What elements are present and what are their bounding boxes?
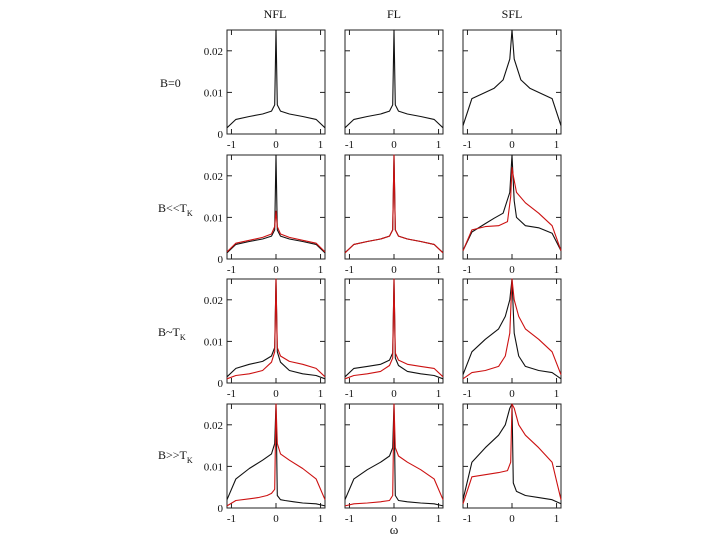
x-tick-label: 0 [509,513,515,525]
panel-r2-c2: -1 0 1 [462,278,562,400]
x-tick-label: -1 [227,264,236,276]
x-tick-label: -1 [345,139,354,151]
x-tick-label: 0 [273,513,279,525]
series-line-red [226,278,326,380]
x-tick-label: 0 [273,388,279,400]
row-label-b-much-greater-tk-sub: K [187,456,193,465]
x-tick-label: 1 [318,264,324,276]
x-tick-label: -1 [463,513,472,525]
series-line-black [226,29,326,129]
y-tick-label: 0 [218,503,224,515]
y-tick-label: 0.01 [204,212,223,224]
panel-frame [462,29,562,135]
series-line-red [462,278,562,380]
panel-r1-c0: -1 0 100.010.02 [204,154,326,276]
column-titles: NFL FL SFL [264,7,523,21]
panel-r0-c1: -1 0 1 [344,29,444,151]
y-tick-label: 0 [218,129,224,141]
panel-r0-c0: -1 0 100.010.02 [204,29,326,151]
y-tick-label: 0.02 [204,420,223,432]
panel-r3-c2: -1 0 1 [462,403,562,525]
series-line-black [226,403,326,507]
series-line-red [226,210,326,253]
x-tick-label: -1 [227,139,236,151]
series-line-black [462,154,562,251]
x-axis-label: ω [390,522,399,537]
panel-grid: -1 0 100.010.02-1 0 1 -1 0 1-1 0 100.010.02-1 0 1 -1… [204,29,562,525]
x-tick-label: 1 [318,388,324,400]
column-title-nfl: NFL [264,7,287,21]
y-tick-label: 0.02 [204,46,223,58]
column-title-fl: FL [387,7,401,21]
x-tick-label: -1 [227,513,236,525]
x-tick-label: 1 [318,139,324,151]
y-tick-label: 0.01 [204,87,223,99]
row-label-b-much-less-tk: B<<TK [158,201,193,218]
series-line-red [462,166,562,251]
panel-frame [462,278,562,384]
x-tick-label: 0 [391,513,397,525]
x-tick-label: 0 [391,139,397,151]
row-label-b-approx-tk-main: B~T [158,325,180,339]
row-label-b0-main: B=0 [160,76,181,90]
x-tick-label: -1 [463,264,472,276]
x-tick-label: 1 [554,513,560,525]
x-tick-label: -1 [463,388,472,400]
series-line-red [344,154,444,254]
x-tick-label: 1 [554,264,560,276]
panel-r0-c2: -1 0 1 [462,29,562,151]
series-line-red [226,403,326,507]
x-tick-label: 1 [436,264,442,276]
series-line-black [462,278,562,380]
row-label-b0: B=0 [160,76,181,90]
series-line-black [344,29,444,129]
row-label-b-much-less-tk-main: B<<T [158,201,188,215]
y-tick-label: 0 [218,254,224,266]
row-label-b-much-less-tk-sub: K [187,209,193,218]
row-labels: B=0 B<<TK B~TK B>>TK [158,76,193,465]
panel-r3-c0: -1 0 100.010.02 [204,403,326,525]
row-label-b-much-greater-tk: B>>TK [158,448,193,465]
x-tick-label: -1 [227,388,236,400]
x-tick-label: 0 [391,264,397,276]
y-tick-label: 0.02 [204,171,223,183]
series-line-red [344,403,444,507]
x-tick-label: 0 [273,264,279,276]
x-tick-label: 0 [391,388,397,400]
x-tick-label: -1 [345,264,354,276]
panel-r2-c1: -1 0 1 [344,278,444,400]
column-title-sfl: SFL [502,7,523,21]
row-label-b-approx-tk: B~TK [158,325,186,342]
x-tick-label: 1 [318,513,324,525]
x-tick-label: 1 [554,139,560,151]
panel-r2-c0: -1 0 100.010.02 [204,278,326,400]
x-tick-label: 1 [436,139,442,151]
series-line-black [462,29,562,126]
y-tick-label: 0.01 [204,461,223,473]
row-label-b-approx-tk-sub: K [180,333,186,342]
series-line-red [462,403,562,504]
panel-r3-c1: -1 0 1 [344,403,444,525]
panel-r1-c2: -1 0 1 [462,154,562,276]
series-line-black [226,154,326,254]
y-tick-label: 0.02 [204,295,223,307]
x-tick-label: -1 [345,513,354,525]
y-tick-label: 0 [218,378,224,390]
x-tick-label: 0 [509,388,515,400]
x-tick-label: 0 [509,264,515,276]
row-label-b-much-greater-tk-main: B>>T [158,448,188,462]
panel-r1-c1: -1 0 1 [344,154,444,276]
series-line-red [344,278,444,380]
x-tick-label: -1 [345,388,354,400]
x-tick-label: 1 [436,388,442,400]
x-tick-label: 0 [273,139,279,151]
x-tick-label: 1 [436,513,442,525]
y-tick-label: 0.01 [204,336,223,348]
x-tick-label: 0 [509,139,515,151]
x-tick-label: -1 [463,139,472,151]
x-tick-label: 1 [554,388,560,400]
